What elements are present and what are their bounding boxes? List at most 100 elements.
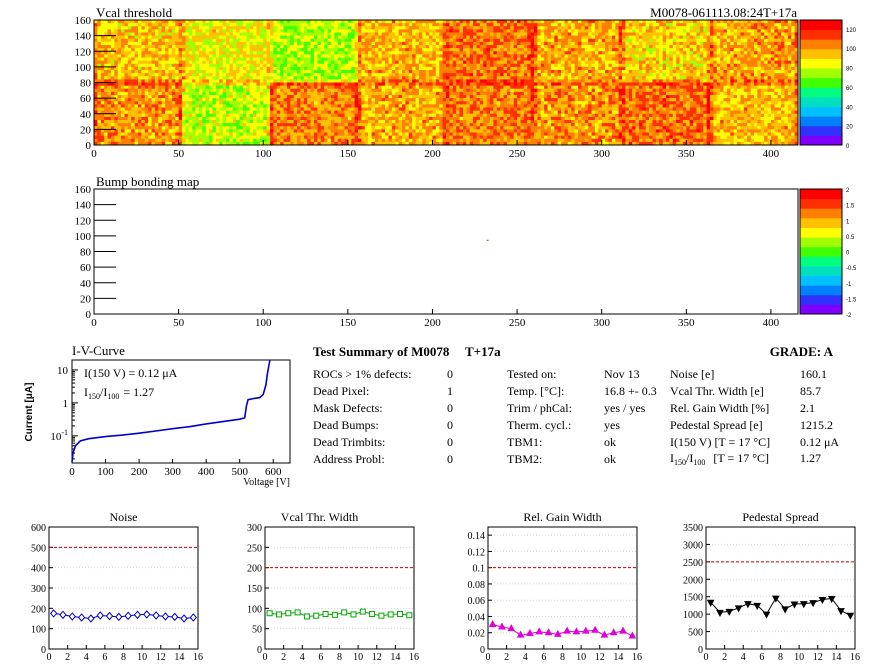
vcal-map-cell: [381, 32, 386, 37]
vcal-map-cell: [730, 88, 735, 93]
vcal-map-cell: [131, 63, 136, 68]
vcal-map-cell: [327, 66, 332, 71]
vcal-map-cell: [185, 60, 190, 65]
vcal-map-cell: [374, 79, 379, 83]
vcal-map-cell: [317, 63, 322, 68]
vcal-map-cell: [219, 79, 224, 83]
vcal-map-cell: [784, 79, 789, 83]
vcal-map-cell: [263, 29, 268, 33]
vcal-map-cell: [699, 23, 704, 27]
vcal-map-cell: [747, 29, 752, 33]
vcal-map-cell: [270, 23, 274, 27]
vcal-map-cell: [314, 38, 318, 43]
vcal-map-cell: [381, 20, 386, 24]
vcal-map-cell: [547, 79, 552, 83]
vcal-map-cell: [124, 91, 129, 96]
vcal-map-cell: [787, 63, 792, 68]
vcal-map-cell: [100, 85, 105, 90]
vcal-map-cell: [449, 82, 454, 87]
vcal-map-cell: [435, 73, 440, 77]
vcal-map-cell: [148, 82, 152, 87]
vcal-map-cell: [212, 35, 217, 40]
vcal-map-cell: [638, 82, 643, 87]
vcal-map-cell: [733, 35, 738, 40]
vcal-map-cell: [618, 32, 623, 37]
vcal-map-cell: [168, 82, 173, 87]
vcal-map-cell: [256, 38, 261, 43]
vcal-map-cell: [733, 85, 738, 90]
vcal-map-cell: [486, 45, 491, 49]
vcal-map-cell: [256, 91, 261, 96]
vcal-map-cell: [757, 48, 762, 52]
vcal-map-cell: [236, 73, 240, 77]
vcal-map-cell: [330, 20, 335, 24]
vcal-map-cell: [246, 70, 251, 74]
vcal-map-cell: [219, 51, 224, 55]
vcal-map-cell: [784, 35, 789, 40]
vcal-map-cell: [168, 54, 173, 58]
vcal-map-cell: [625, 32, 630, 37]
vcal-map-cell: [787, 38, 792, 43]
vcal-map-cell: [290, 79, 295, 83]
vcal-map-cell: [293, 20, 298, 24]
vcal-map-cell: [710, 82, 714, 87]
vcal-map-cell: [517, 41, 521, 46]
vcal-map-cell: [104, 79, 108, 83]
vcal-map-cell: [452, 85, 457, 90]
vcal-map-cell: [178, 45, 183, 49]
vcal-map-cell: [527, 45, 532, 49]
vcal-map-cell: [696, 66, 701, 71]
vcal-map-cell: [229, 32, 234, 37]
vcal-map-cell: [259, 57, 264, 62]
vcal-map-cell: [506, 85, 511, 90]
vcal-map-cell: [195, 35, 200, 40]
vcal-map-cell: [777, 45, 782, 49]
vcal-map-cell: [104, 57, 108, 62]
vcal-map-cell: [185, 73, 190, 77]
vcal-map-cell: [198, 76, 203, 80]
vcal-map-cell: [554, 88, 559, 93]
vcal-map-cell: [710, 54, 714, 58]
vcal-map-cell: [310, 48, 315, 52]
vcal-map-cell: [567, 70, 572, 74]
vcal-map-cell: [791, 60, 796, 65]
vcal-map-cell: [662, 35, 667, 40]
vcal-map-cell: [198, 29, 203, 33]
vcal-map-cell: [432, 85, 437, 90]
vcal-map-cell: [439, 54, 444, 58]
vcal-map-cell: [594, 76, 599, 80]
vcal-map-cell: [591, 41, 596, 46]
vcal-map-cell: [395, 20, 400, 24]
vcal-map-cell: [754, 38, 758, 43]
vcal-map-cell: [398, 23, 403, 27]
vcal-map-cell: [632, 45, 636, 49]
vcal-map-cell: [452, 23, 457, 27]
vcal-map-cell: [540, 29, 545, 33]
vcal-map-cell: [121, 70, 125, 74]
vcal-map-cell: [550, 82, 555, 87]
vcal-map-cell: [388, 57, 393, 62]
vcal-map-cell: [578, 73, 582, 77]
vcal-map-cell: [682, 60, 687, 65]
vcal-map-cell: [632, 35, 636, 40]
vcal-map-cell: [747, 45, 752, 49]
vcal-map-cell: [378, 82, 383, 87]
vcal-map-cell: [594, 23, 599, 27]
vcal-map-cell: [222, 57, 227, 62]
vcal-map-cell: [405, 79, 410, 83]
vcal-map-cell: [754, 48, 758, 52]
vcal-map-cell: [608, 76, 613, 80]
vcal-map-cell: [781, 57, 785, 62]
vcal-map-cell: [459, 63, 464, 68]
vcal-map-cell: [175, 35, 180, 40]
vcal-map-cell: [347, 29, 352, 33]
vcal-map-cell: [229, 23, 234, 27]
vcal-map-cell: [706, 51, 711, 55]
vcal-map-cell: [442, 60, 447, 65]
vcal-map-cell: [720, 26, 724, 30]
vcal-map-cell: [540, 76, 545, 80]
vcal-map-cell: [198, 20, 203, 24]
vcal-map-cell: [209, 29, 213, 33]
vcal-map-cell: [686, 73, 691, 77]
vcal-map-cell: [209, 60, 213, 65]
